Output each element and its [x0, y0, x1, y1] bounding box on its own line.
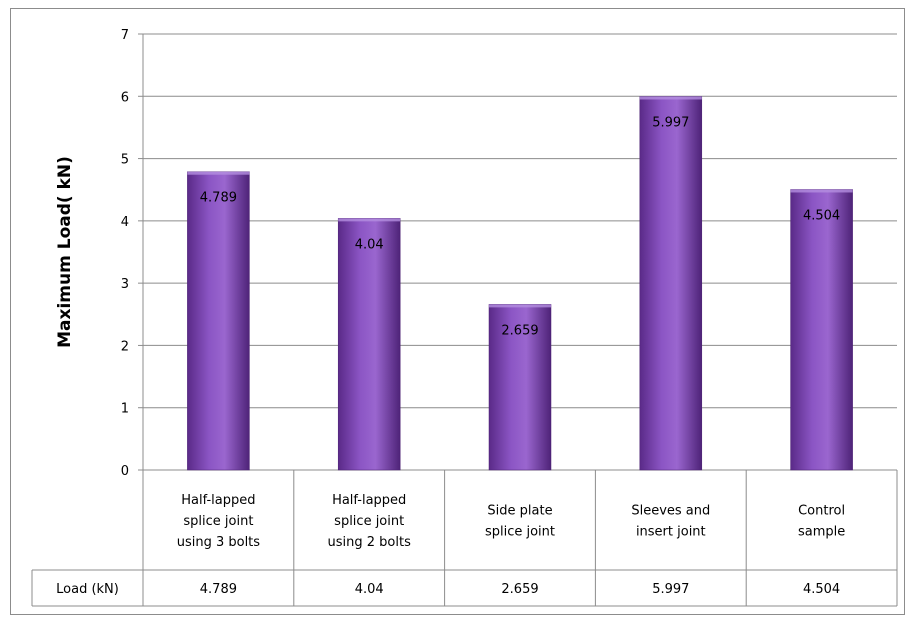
bar-top-highlight — [187, 171, 250, 175]
x-category-label: Half-lapped splice joint using 3 bolts — [177, 493, 261, 550]
x-category-label: Sleeves and insert joint — [631, 504, 710, 540]
data-label: 4.789 — [200, 191, 237, 206]
x-category-label: Half-lapped splice joint using 2 bolts — [328, 493, 412, 550]
bar-top-highlight — [639, 96, 702, 100]
bar — [488, 304, 552, 471]
y-axis-label: Maximum Load( kN) — [55, 156, 75, 348]
table-value-cell: 4.789 — [200, 582, 237, 597]
table-value-cell: 2.659 — [501, 582, 538, 597]
table-value-cell: 4.504 — [803, 582, 840, 597]
data-label: 4.504 — [803, 208, 840, 223]
y-tick-label: 3 — [121, 277, 129, 292]
table-series-label: Load (kN) — [56, 582, 119, 597]
y-tick-label: 5 — [121, 153, 129, 168]
bar — [187, 171, 250, 471]
y-tick-label: 6 — [121, 90, 129, 105]
chart-frame — [10, 8, 905, 615]
bar — [337, 218, 401, 471]
y-tick-label: 7 — [121, 28, 129, 43]
data-label: 2.659 — [501, 323, 538, 338]
bar — [639, 96, 703, 471]
bar — [790, 189, 853, 471]
data-label: 5.997 — [652, 115, 689, 130]
y-tick-label: 1 — [121, 402, 129, 417]
bar-top-highlight — [338, 218, 401, 222]
table-value-cell: 4.04 — [355, 582, 384, 597]
table-value-cell: 5.997 — [652, 582, 689, 597]
y-tick-label: 0 — [121, 464, 129, 479]
y-tick-label: 2 — [121, 339, 129, 354]
bar-top-highlight — [489, 304, 551, 308]
data-label: 4.04 — [355, 237, 384, 252]
x-category-label: Side plate splice joint — [485, 504, 555, 540]
x-category-label: Control sample — [798, 504, 845, 540]
bar-top-highlight — [790, 189, 853, 193]
y-tick-label: 4 — [121, 215, 129, 230]
